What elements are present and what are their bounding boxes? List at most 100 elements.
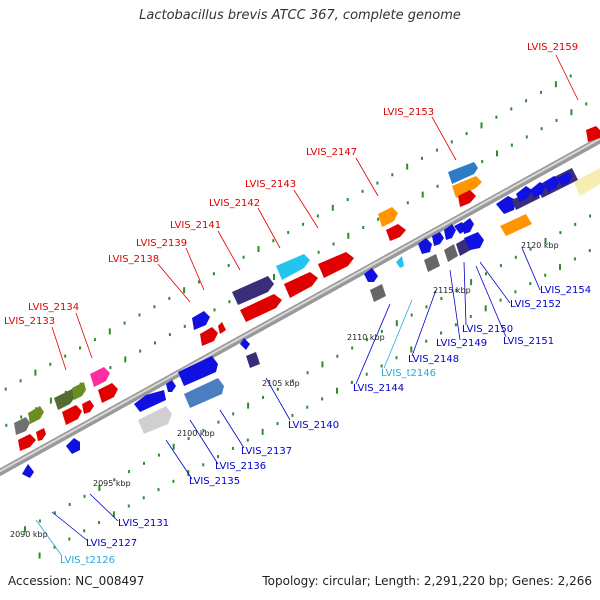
- gene-label-bottom[interactable]: LVIS_2140: [288, 420, 339, 431]
- gene-arrow[interactable]: [418, 238, 432, 254]
- gene-arrow[interactable]: [14, 417, 30, 435]
- gene-arrow[interactable]: [462, 218, 474, 234]
- gene-arrow[interactable]: [66, 438, 80, 454]
- gene-arrow[interactable]: [178, 356, 218, 386]
- gene-label-top[interactable]: LVIS_2143: [245, 179, 296, 190]
- tick-mark: [361, 189, 364, 193]
- gene-arrow[interactable]: [18, 434, 36, 451]
- gene-arrow[interactable]: [90, 367, 110, 387]
- gene-arrow[interactable]: [364, 268, 378, 282]
- gene-arrow[interactable]: [232, 276, 274, 305]
- gene-label-bottom[interactable]: LVIS_t2146: [381, 368, 436, 379]
- gene-arrow[interactable]: [586, 126, 600, 142]
- gene-arrow[interactable]: [166, 380, 176, 392]
- gene-label-top[interactable]: LVIS_2134: [28, 302, 79, 313]
- tick-mark: [4, 387, 7, 391]
- tick-mark: [470, 279, 473, 286]
- gene-label-top[interactable]: LVIS_2142: [209, 198, 260, 209]
- gene-arrow[interactable]: [62, 405, 82, 425]
- gene-arrow[interactable]: [458, 190, 476, 207]
- gene-label-bottom[interactable]: LVIS_2148: [408, 354, 459, 365]
- gene-label-bottom[interactable]: LVIS_2149: [436, 338, 487, 349]
- gene-label-top[interactable]: LVIS_2133: [4, 316, 55, 327]
- gene-arrow[interactable]: [386, 224, 406, 241]
- gene-label-bottom[interactable]: LVIS_t2126: [60, 555, 115, 566]
- gene-label-bottom[interactable]: LVIS_2131: [118, 518, 169, 529]
- gene-arrow[interactable]: [432, 232, 444, 246]
- tick-mark: [24, 526, 26, 533]
- gene-arrow[interactable]: [516, 186, 532, 202]
- gene-label-top[interactable]: LVIS_2139: [136, 238, 187, 249]
- gene-label-bottom[interactable]: LVIS_2144: [353, 383, 404, 394]
- gene-label-bottom[interactable]: LVIS_2154: [540, 285, 591, 296]
- tick-mark: [569, 74, 572, 78]
- leader-line-cyan: [35, 519, 63, 557]
- gene-arrow[interactable]: [448, 162, 478, 184]
- gene-arrow[interactable]: [496, 196, 516, 214]
- tick-mark: [143, 461, 145, 465]
- gene-arrow[interactable]: [530, 182, 546, 198]
- gene-arrow[interactable]: [98, 383, 118, 403]
- gene-label-bottom[interactable]: LVIS_2135: [189, 476, 240, 487]
- gene-arrow[interactable]: [246, 352, 260, 368]
- tick-mark: [435, 148, 438, 152]
- gene-label-top[interactable]: LVIS_2159: [527, 42, 578, 53]
- gene-arrow[interactable]: [240, 338, 250, 350]
- gene-arrow[interactable]: [72, 382, 86, 400]
- gene-arrow[interactable]: [370, 284, 386, 302]
- gene-label-top[interactable]: LVIS_2147: [306, 147, 357, 158]
- gene-arrow[interactable]: [184, 378, 224, 408]
- gene-arrow[interactable]: [240, 294, 282, 322]
- tick-mark: [276, 422, 279, 426]
- tick-mark: [5, 423, 8, 427]
- gene-label-top[interactable]: LVIS_2153: [383, 107, 434, 118]
- gene-arrow[interactable]: [424, 254, 440, 272]
- gene-arrow[interactable]: [284, 272, 318, 298]
- gene-arrow[interactable]: [318, 252, 354, 278]
- tick-mark: [113, 478, 116, 482]
- gene-arrow[interactable]: [192, 311, 210, 330]
- gene-arrow[interactable]: [82, 400, 94, 414]
- gene-arrow[interactable]: [464, 232, 484, 250]
- gene-arrow[interactable]: [200, 327, 218, 346]
- leader-line-cyan: [383, 299, 413, 369]
- gene-arrow[interactable]: [134, 390, 166, 412]
- tick-mark: [544, 273, 547, 277]
- tick-mark: [510, 143, 513, 147]
- gene-arrow[interactable]: [378, 207, 398, 227]
- gene-arrow[interactable]: [138, 406, 172, 434]
- gene-arrow[interactable]: [444, 224, 456, 240]
- gene-label-bottom[interactable]: LVIS_2137: [241, 446, 292, 457]
- gene-arrow[interactable]: [500, 214, 532, 236]
- gene-arrow[interactable]: [452, 176, 482, 198]
- gene-arrow[interactable]: [28, 406, 44, 424]
- tick-mark: [574, 222, 577, 226]
- gene-label-bottom[interactable]: LVIS_2151: [503, 336, 554, 347]
- gene-arrow[interactable]: [54, 389, 76, 410]
- tick-mark: [406, 163, 409, 170]
- gene-arrow[interactable]: [36, 428, 46, 441]
- tick-mark: [183, 324, 186, 328]
- tick-mark: [109, 366, 112, 370]
- gene-arrow[interactable]: [444, 244, 458, 262]
- gene-arrow[interactable]: [574, 168, 600, 196]
- gene-arrow[interactable]: [276, 254, 310, 280]
- gene-arrow[interactable]: [22, 464, 34, 478]
- gene-arrow[interactable]: [558, 172, 572, 186]
- page-title: Lactobacillus brevis ATCC 367, complete …: [139, 8, 461, 23]
- gene-label-bottom[interactable]: LVIS_2127: [86, 538, 137, 549]
- tick-mark: [425, 339, 428, 343]
- tick-mark: [124, 356, 127, 363]
- tick-mark: [183, 287, 186, 294]
- gene-label-bottom[interactable]: LVIS_2136: [215, 461, 266, 472]
- gene-label-bottom[interactable]: LVIS_2150: [462, 324, 513, 335]
- gene-label-top[interactable]: LVIS_2138: [108, 254, 159, 265]
- gene-arrow[interactable]: [544, 176, 560, 192]
- gene-arrow[interactable]: [396, 256, 404, 268]
- gene-label-top[interactable]: LVIS_2141: [170, 220, 221, 231]
- tick-mark: [362, 226, 365, 229]
- gene-arrow[interactable]: [218, 322, 226, 334]
- gene-label-bottom[interactable]: LVIS_2152: [510, 299, 561, 310]
- tick-mark: [172, 443, 175, 450]
